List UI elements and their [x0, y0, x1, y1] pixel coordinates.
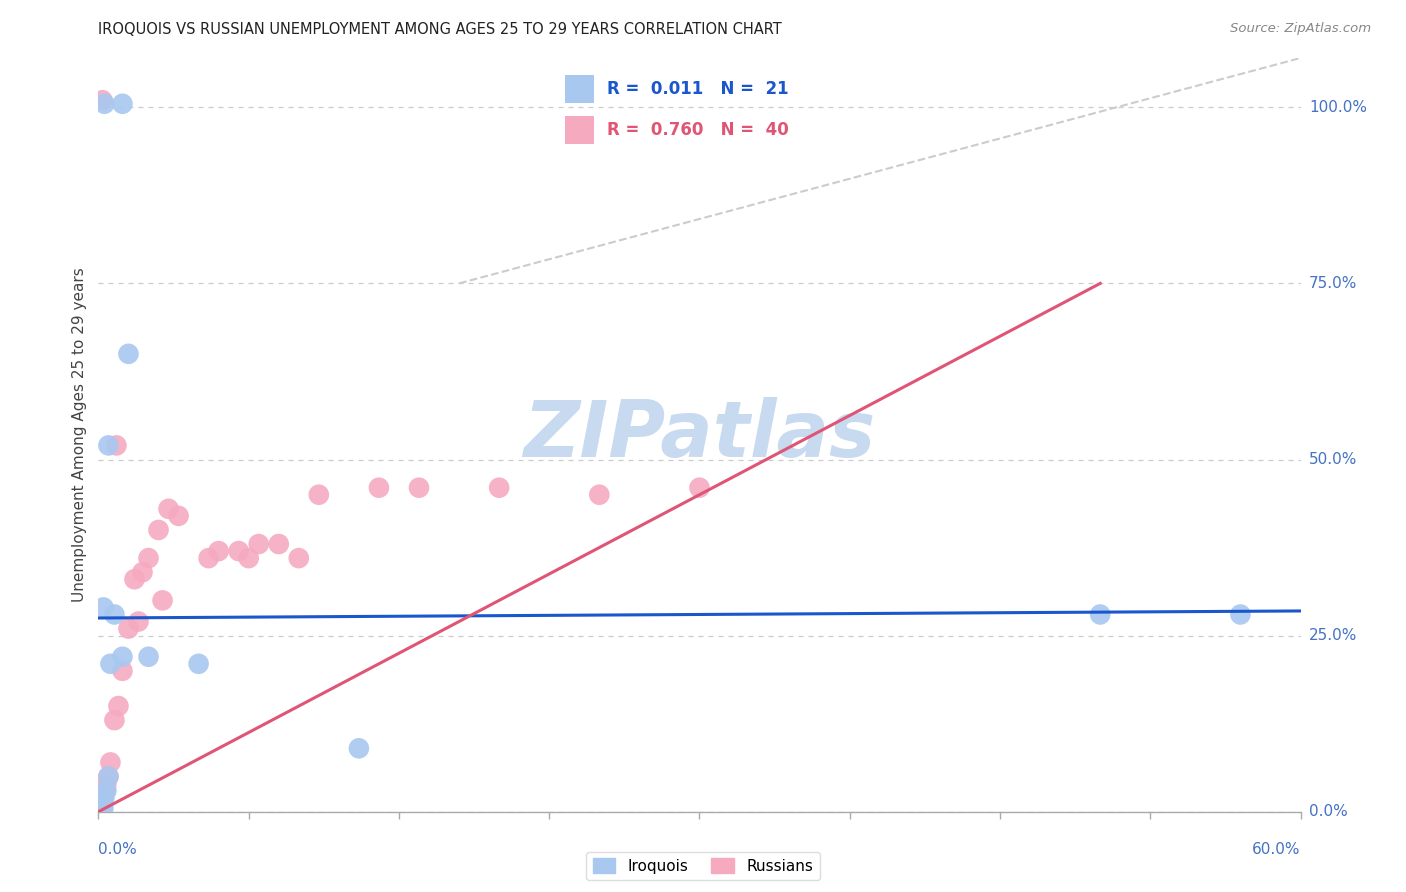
Point: [100, 657, 122, 671]
Point: [117, 347, 139, 361]
Point: [124, 572, 146, 586]
Point: [267, 537, 290, 551]
Point: [1088, 607, 1111, 622]
Point: [157, 501, 180, 516]
Text: Source: ZipAtlas.com: Source: ZipAtlas.com: [1230, 22, 1371, 36]
Point: [688, 481, 710, 495]
Point: [97, 438, 120, 452]
Point: [187, 657, 209, 671]
Point: [93, 783, 115, 797]
Point: [167, 508, 190, 523]
Point: [368, 481, 391, 495]
Point: [117, 622, 139, 636]
Text: 60.0%: 60.0%: [1253, 842, 1301, 857]
Point: [238, 551, 260, 566]
Point: [91, 93, 114, 107]
Point: [107, 699, 129, 714]
Point: [588, 488, 610, 502]
Point: [96, 783, 118, 797]
Text: 100.0%: 100.0%: [1309, 100, 1367, 115]
Point: [103, 713, 125, 727]
Point: [89, 799, 111, 814]
Point: [90, 797, 112, 812]
Point: [111, 664, 134, 678]
Point: [105, 438, 128, 452]
Point: [148, 523, 170, 537]
Point: [89, 803, 111, 817]
Point: [94, 783, 117, 797]
Point: [91, 794, 114, 808]
Point: [103, 607, 125, 622]
Text: 0.0%: 0.0%: [1309, 805, 1347, 819]
Point: [93, 96, 115, 111]
Point: [97, 770, 120, 784]
Y-axis label: Unemployment Among Ages 25 to 29 years: Unemployment Among Ages 25 to 29 years: [72, 268, 87, 602]
Legend: Iroquois, Russians: Iroquois, Russians: [586, 852, 820, 880]
Point: [89, 803, 111, 817]
Point: [308, 488, 330, 502]
Point: [91, 794, 114, 808]
Point: [97, 770, 120, 784]
Point: [488, 481, 510, 495]
Point: [347, 741, 370, 756]
Point: [128, 615, 150, 629]
Text: 75.0%: 75.0%: [1309, 276, 1357, 291]
Text: 0.0%: 0.0%: [98, 842, 138, 857]
Point: [152, 593, 174, 607]
Text: 50.0%: 50.0%: [1309, 452, 1357, 467]
Point: [91, 803, 114, 817]
Point: [93, 801, 115, 815]
Point: [90, 797, 112, 812]
Point: [96, 776, 118, 790]
Point: [111, 649, 134, 664]
Point: [91, 802, 114, 816]
Point: [228, 544, 250, 558]
Point: [197, 551, 219, 566]
Text: ZIPatlas: ZIPatlas: [523, 397, 876, 473]
Point: [89, 801, 111, 815]
Point: [90, 799, 112, 814]
Point: [131, 565, 153, 579]
Point: [287, 551, 309, 566]
Point: [93, 790, 115, 805]
Point: [93, 600, 115, 615]
Point: [138, 551, 160, 566]
Point: [408, 481, 430, 495]
Text: IROQUOIS VS RUSSIAN UNEMPLOYMENT AMONG AGES 25 TO 29 YEARS CORRELATION CHART: IROQUOIS VS RUSSIAN UNEMPLOYMENT AMONG A…: [98, 22, 782, 37]
Point: [247, 537, 270, 551]
Text: 25.0%: 25.0%: [1309, 628, 1357, 643]
Point: [138, 649, 160, 664]
Point: [100, 756, 122, 770]
Point: [208, 544, 231, 558]
Point: [111, 96, 134, 111]
Point: [1229, 607, 1251, 622]
Point: [93, 790, 115, 805]
